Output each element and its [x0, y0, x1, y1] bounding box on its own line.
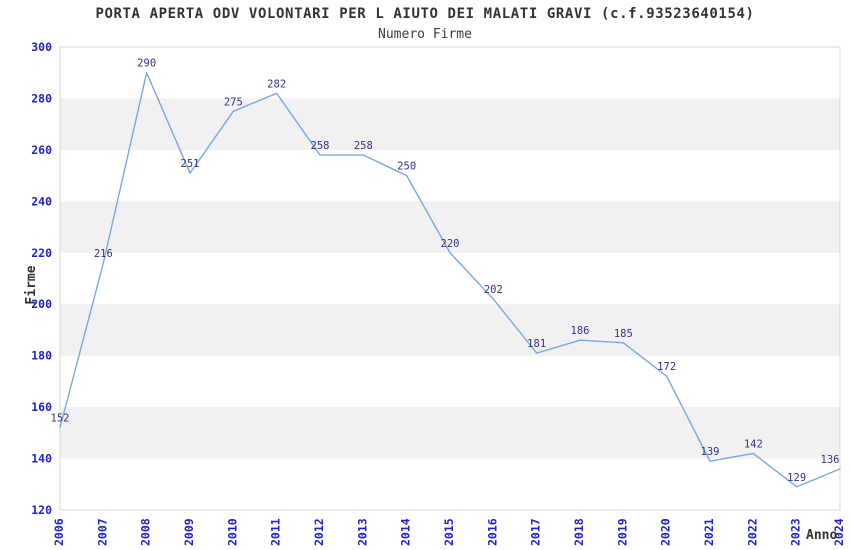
data-line: [59, 72, 841, 488]
y-tick-label: 260: [31, 143, 52, 157]
y-tick-label: 280: [31, 91, 52, 105]
y-tick-label: 180: [31, 349, 52, 363]
y-tick-label: 240: [31, 194, 52, 208]
point-label-2013: 258: [354, 140, 373, 152]
point-label-2012: 258: [311, 140, 330, 152]
x-tick-label-2013: 2013: [355, 518, 369, 546]
x-tick-label-2022: 2022: [745, 518, 759, 546]
y-tick-label: 300: [31, 40, 52, 54]
point-label-2014: 250: [397, 161, 416, 173]
chart-subtitle: Numero Firme: [378, 27, 472, 42]
x-tick-label-2011: 2011: [269, 518, 283, 546]
point-label-2008: 290: [137, 58, 156, 70]
x-tick-label-2010: 2010: [225, 518, 239, 546]
point-label-2017: 181: [527, 338, 546, 350]
point-label-2009: 251: [181, 158, 200, 170]
point-label-2024: 136: [821, 454, 840, 466]
x-tick-label-2020: 2020: [659, 518, 673, 546]
x-tick-label-2006: 2006: [52, 518, 66, 546]
x-tick-label-2008: 2008: [139, 518, 153, 546]
grid-band: [60, 98, 840, 150]
y-tick-label: 140: [31, 452, 52, 466]
point-label-2018: 186: [571, 325, 590, 337]
x-tick-label-2023: 2023: [789, 518, 803, 546]
point-label-2023: 129: [787, 472, 806, 484]
point-label-2019: 185: [614, 328, 633, 340]
x-tick-label-2019: 2019: [615, 518, 629, 546]
point-label-2007: 216: [94, 248, 113, 260]
x-tick-label-2014: 2014: [399, 518, 413, 546]
x-tick-label-2007: 2007: [95, 518, 109, 546]
point-label-2010: 275: [224, 96, 243, 108]
x-tick-label-2012: 2012: [312, 518, 326, 546]
point-label-2022: 142: [744, 438, 763, 450]
x-tick-label-2016: 2016: [485, 518, 499, 546]
point-label-2011: 282: [267, 78, 286, 90]
x-tick-label-2021: 2021: [702, 518, 716, 546]
grid-band: [60, 201, 840, 253]
x-axis-title: Anno: [806, 528, 837, 543]
x-tick-label-2018: 2018: [572, 518, 586, 546]
x-tick-label-2009: 2009: [182, 518, 196, 546]
point-label-2016: 202: [484, 284, 503, 296]
y-tick-label: 220: [31, 246, 52, 260]
grid-band: [60, 304, 840, 356]
point-label-2021: 139: [701, 446, 720, 458]
point-label-2006: 152: [51, 413, 70, 425]
y-axis-title: Firme: [24, 265, 39, 304]
point-label-2015: 220: [441, 238, 460, 250]
chart-title: PORTA APERTA ODV VOLONTARI PER L AIUTO D…: [95, 6, 755, 22]
y-tick-label: 120: [31, 503, 52, 517]
y-tick-label: 160: [31, 400, 52, 414]
plot-border: [59, 46, 841, 511]
y-tick-label: 200: [31, 297, 52, 311]
x-tick-label-2024: 2024: [832, 518, 846, 546]
point-label-2020: 172: [657, 361, 676, 373]
x-tick-label-2015: 2015: [442, 518, 456, 546]
grid-band: [60, 407, 840, 459]
x-tick-label-2017: 2017: [529, 518, 543, 546]
